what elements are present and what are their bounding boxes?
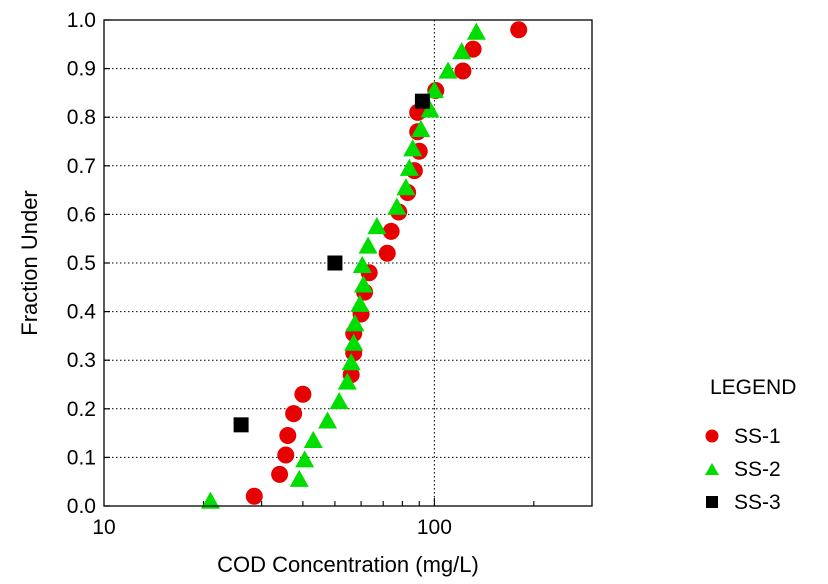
legend-marker bbox=[705, 429, 719, 443]
y-tick-label: 0.6 bbox=[67, 203, 96, 226]
data-point-triangle bbox=[438, 61, 458, 79]
legend: LEGEND SS-1 SS-2 SS-3 bbox=[705, 376, 796, 514]
data-point-circle bbox=[277, 446, 295, 464]
legend-item-ss-1: SS-1 bbox=[705, 425, 781, 448]
data-point-square bbox=[414, 93, 430, 109]
data-point-circle bbox=[279, 427, 297, 445]
y-tick-label: 0.4 bbox=[67, 301, 97, 324]
legend-label: SS-1 bbox=[734, 425, 781, 448]
grid bbox=[104, 19, 592, 507]
y-tick-label: 0.0 bbox=[67, 495, 96, 518]
plot-frame bbox=[103, 19, 593, 507]
y-tick-label: 0.8 bbox=[67, 106, 96, 129]
legend-title: LEGEND bbox=[710, 376, 796, 399]
data-point-triangle bbox=[387, 197, 407, 215]
y-axis-label: Fraction Under bbox=[17, 190, 42, 336]
y-tick-label: 0.1 bbox=[67, 446, 96, 469]
data-point-triangle bbox=[452, 42, 472, 60]
data-point-circle bbox=[271, 465, 289, 483]
data-point-triangle bbox=[358, 236, 378, 254]
data-point-triangle bbox=[295, 450, 315, 468]
legend-label: SS-2 bbox=[734, 458, 781, 481]
x-axis-label: COD Concentration (mg/L) bbox=[217, 552, 479, 577]
data-point-triangle bbox=[411, 119, 431, 137]
series-ss-3 bbox=[233, 93, 430, 433]
data-point-circle bbox=[245, 487, 263, 505]
data-point-triangle bbox=[352, 255, 372, 274]
data-point-circle bbox=[294, 385, 312, 403]
data-point-triangle bbox=[318, 411, 338, 429]
data-point-triangle bbox=[200, 491, 220, 509]
data-point-triangle bbox=[353, 275, 373, 293]
legend-label: SS-3 bbox=[734, 491, 781, 514]
data-point-triangle bbox=[466, 22, 486, 40]
y-tick-label: 1.0 bbox=[67, 9, 96, 32]
y-tick-label: 0.7 bbox=[67, 155, 96, 178]
data-point-circle bbox=[285, 405, 303, 423]
x-tick-labels: 10 100 bbox=[92, 516, 452, 539]
legend-item-ss-2: SS-2 bbox=[705, 458, 781, 481]
data-point-circle bbox=[464, 40, 482, 58]
data-point-triangle bbox=[329, 392, 349, 410]
data-point-triangle bbox=[345, 314, 365, 332]
data-point-triangle bbox=[367, 217, 387, 235]
legend-marker bbox=[706, 496, 718, 508]
data-points bbox=[200, 21, 528, 509]
data-point-square bbox=[327, 255, 343, 271]
y-tick-labels: 0.0 0.1 0.2 0.3 0.4 0.5 0.6 0.7 0.8 0.9 1.0 bbox=[67, 9, 97, 518]
data-point-triangle bbox=[399, 158, 419, 176]
data-point-triangle bbox=[341, 353, 361, 371]
y-tick-label: 0.9 bbox=[67, 58, 96, 81]
legend-items: SS-1 SS-2 SS-3 bbox=[705, 425, 781, 514]
y-tick-label: 0.5 bbox=[67, 252, 96, 275]
data-point-triangle bbox=[303, 430, 323, 448]
data-point-triangle bbox=[289, 469, 309, 487]
data-point-triangle bbox=[337, 372, 357, 390]
data-point-triangle bbox=[396, 178, 416, 196]
data-point-circle bbox=[454, 62, 472, 80]
data-point-circle bbox=[510, 21, 528, 39]
data-point-triangle bbox=[344, 333, 364, 351]
data-point-triangle bbox=[350, 294, 370, 312]
x-tick-label: 100 bbox=[417, 516, 452, 539]
legend-item-ss-3: SS-3 bbox=[706, 491, 781, 514]
y-tick-label: 0.2 bbox=[67, 398, 96, 421]
data-point-circle bbox=[378, 244, 396, 262]
data-point-triangle bbox=[420, 100, 440, 118]
data-point-circle bbox=[382, 222, 400, 240]
legend-marker bbox=[705, 463, 719, 475]
data-point-square bbox=[233, 417, 249, 433]
series-ss-2 bbox=[200, 22, 486, 509]
x-tick-label: 10 bbox=[92, 516, 115, 539]
y-tick-label: 0.3 bbox=[67, 349, 96, 372]
data-point-triangle bbox=[403, 139, 423, 157]
